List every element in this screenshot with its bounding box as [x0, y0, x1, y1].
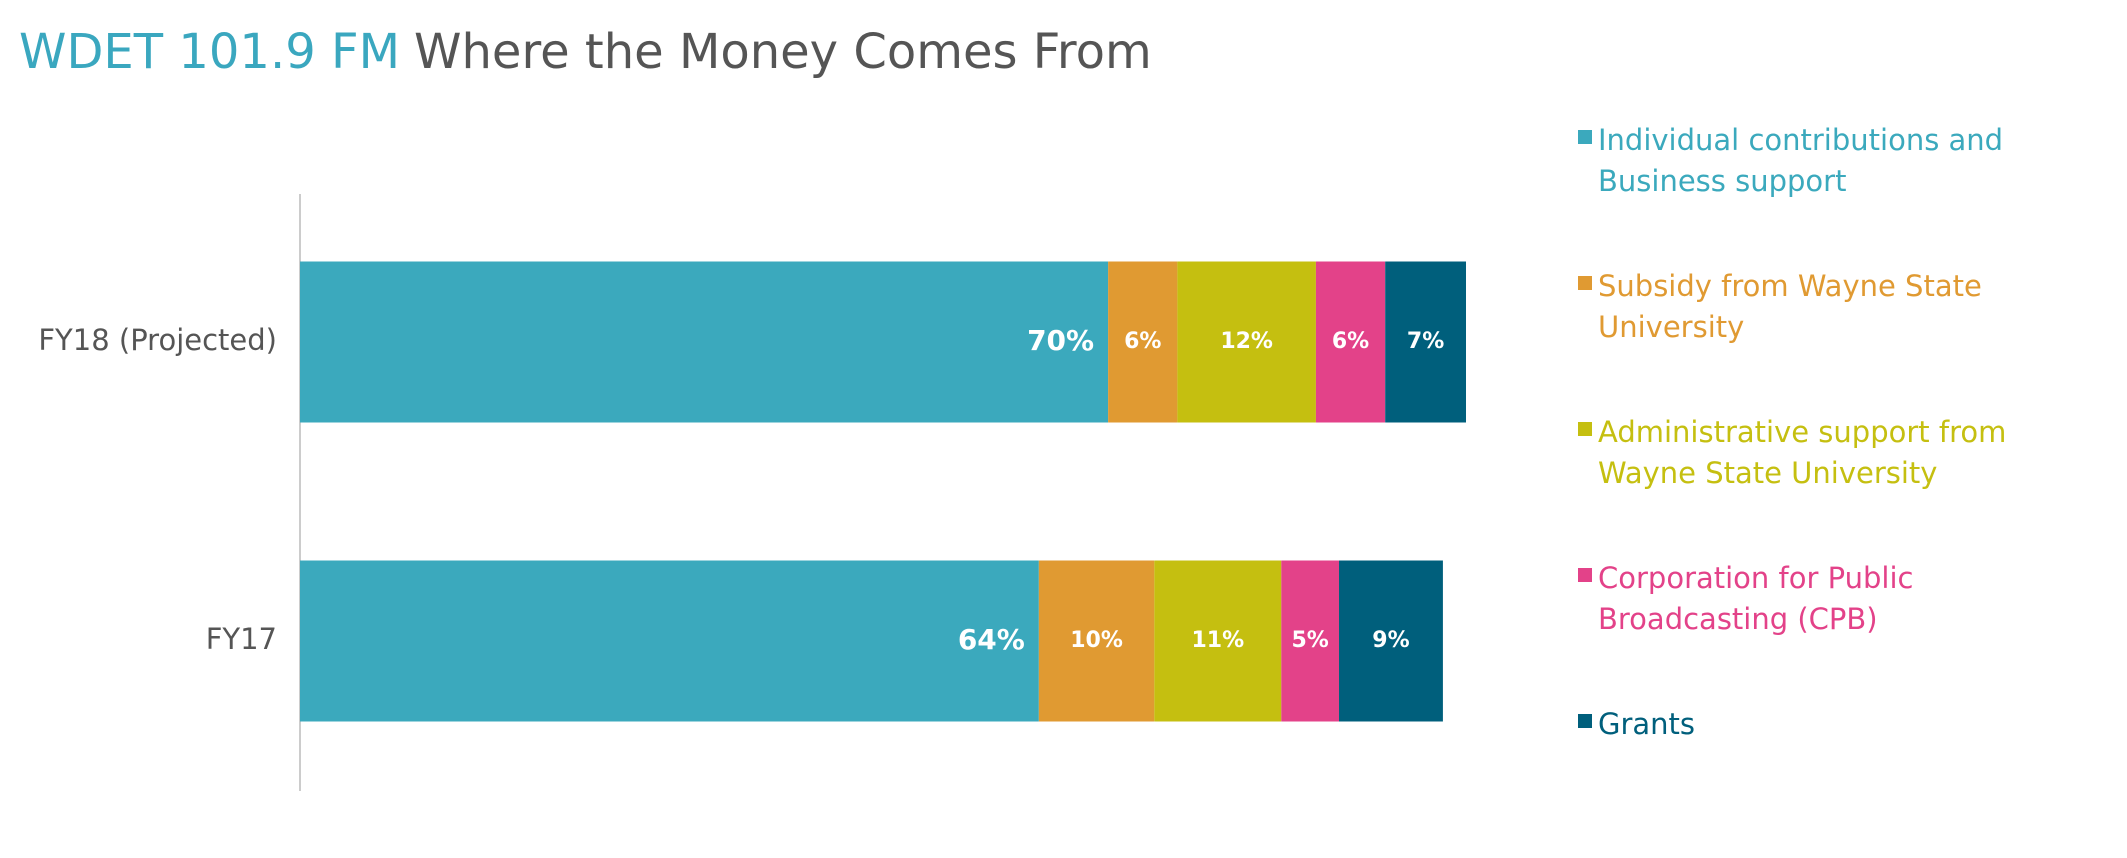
title-brand: WDET 101.9 FM: [19, 24, 400, 80]
legend-label: Corporation for Public Broadcasting (CPB…: [1598, 561, 1914, 636]
legend-swatch: [1578, 130, 1592, 144]
legend-item: Individual contributions and Business su…: [1578, 120, 2098, 266]
bar-segment: [1385, 261, 1466, 423]
bar-segment: [1108, 261, 1178, 423]
title-text: Where the Money Comes From: [414, 24, 1152, 80]
bar-segment: [300, 560, 1039, 722]
bar-segment: [1339, 560, 1443, 722]
legend-label: Administrative support from Wayne State …: [1598, 415, 2007, 490]
legend-label: Subsidy from Wayne State University: [1598, 269, 1982, 344]
data-label: 12%: [1220, 329, 1273, 354]
data-label: 7%: [1407, 329, 1444, 354]
legend-swatch: [1578, 568, 1592, 582]
data-label: 70%: [1027, 324, 1094, 357]
legend-item: Grants: [1578, 704, 2098, 850]
category-label: FY17: [206, 622, 277, 656]
bar-segment: [1038, 560, 1155, 722]
legend-swatch: [1578, 276, 1592, 290]
legend-item: Corporation for Public Broadcasting (CPB…: [1578, 558, 2098, 704]
legend-label: Grants: [1598, 707, 1696, 741]
category-label: FY18 (Projected): [38, 323, 277, 357]
bar-segment: [1281, 560, 1340, 722]
data-label: 11%: [1191, 628, 1244, 653]
chart-title: WDET 101.9 FM Where the Money Comes From: [19, 24, 1152, 80]
data-label: 64%: [958, 623, 1025, 656]
legend-item: Subsidy from Wayne State University: [1578, 266, 2098, 412]
bar-segment: [300, 261, 1109, 423]
bar-segment: [1315, 261, 1386, 423]
data-label: 10%: [1070, 628, 1123, 653]
legend: Individual contributions and Business su…: [1578, 120, 2098, 850]
data-label: 9%: [1372, 628, 1409, 653]
legend-item: Administrative support from Wayne State …: [1578, 412, 2098, 558]
legend-swatch: [1578, 422, 1592, 436]
data-label: 6%: [1124, 329, 1161, 354]
legend-swatch: [1578, 714, 1592, 728]
data-label: 5%: [1291, 628, 1328, 653]
legend-label: Individual contributions and Business su…: [1598, 123, 2004, 198]
bar-segment: [1154, 560, 1282, 722]
bar-segment: [1177, 261, 1316, 423]
data-label: 6%: [1332, 329, 1369, 354]
